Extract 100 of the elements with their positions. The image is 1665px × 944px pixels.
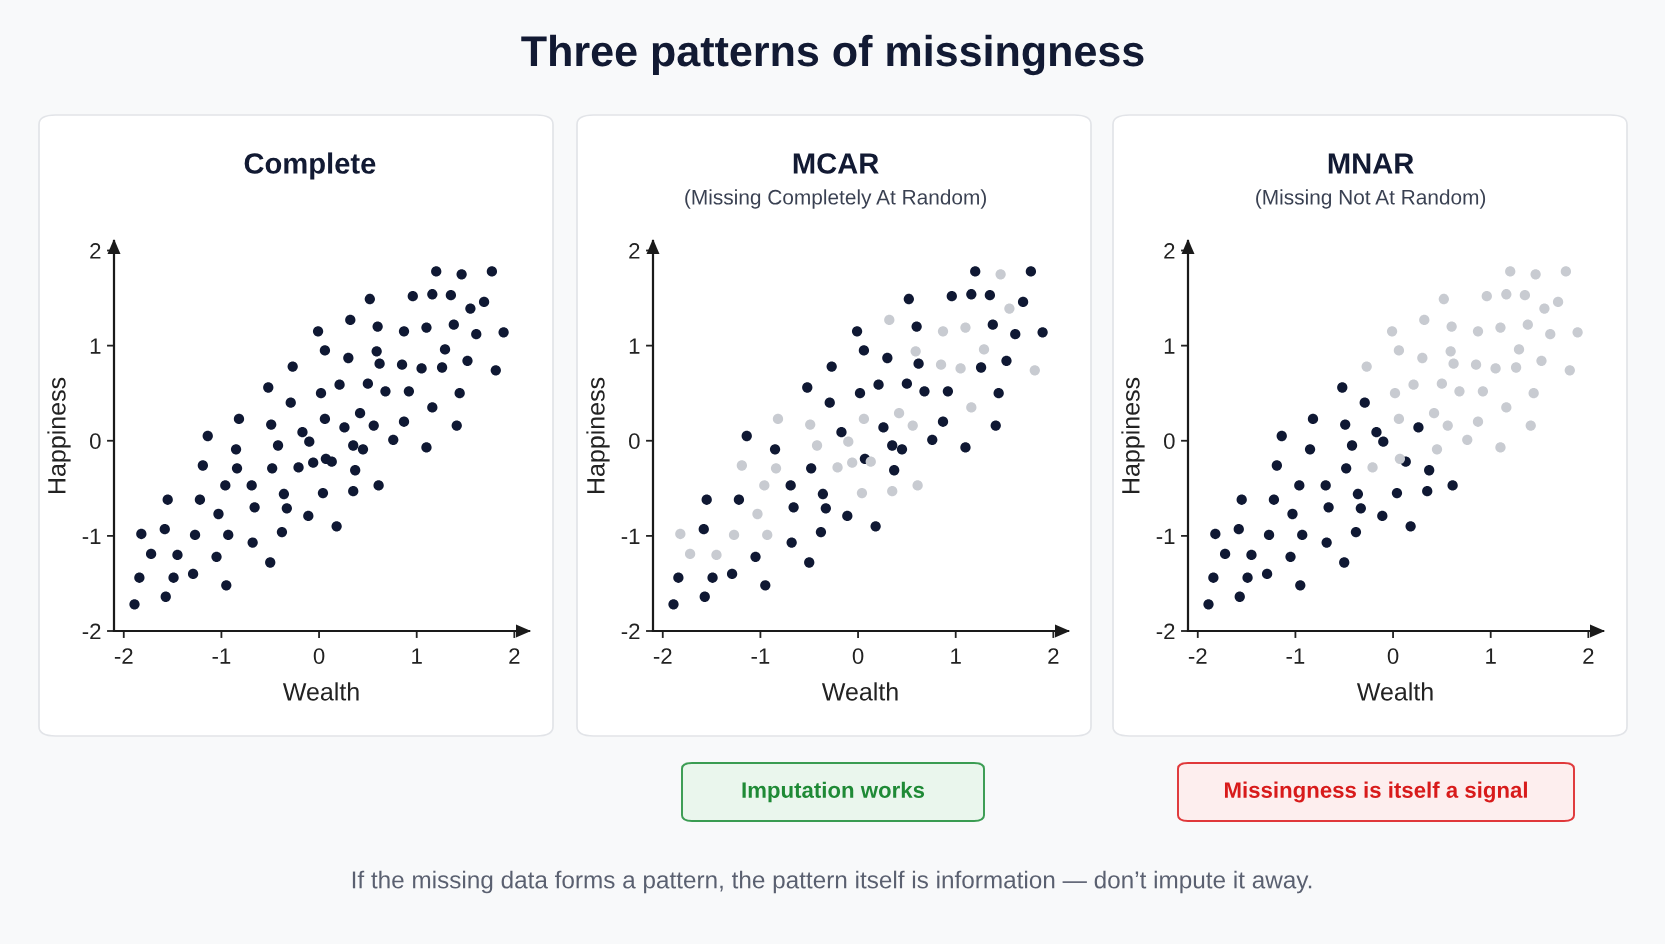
point <box>887 440 898 451</box>
point <box>1519 290 1531 301</box>
point <box>817 488 829 500</box>
point <box>960 442 971 453</box>
point <box>990 420 1001 431</box>
point <box>901 378 913 389</box>
point <box>750 551 761 562</box>
y-tick-label: -2 <box>82 623 101 640</box>
text: Missingness is itself a signal <box>1224 781 1527 803</box>
point <box>788 502 799 513</box>
point <box>1352 488 1364 500</box>
point <box>858 345 870 356</box>
point <box>942 386 954 397</box>
point <box>736 460 748 471</box>
point <box>1234 591 1245 602</box>
point <box>1417 352 1428 364</box>
point <box>1346 440 1358 451</box>
point <box>1495 442 1506 453</box>
point <box>1394 453 1406 464</box>
y-tick-label: 2 <box>90 243 101 259</box>
point <box>955 363 966 374</box>
point <box>1323 502 1334 513</box>
point <box>873 379 884 390</box>
point <box>752 508 763 520</box>
chart-subtitle: (Missing Completely At Random) <box>685 189 986 209</box>
point <box>668 599 679 610</box>
y-tick-label: -1 <box>1156 528 1175 544</box>
point <box>770 463 782 474</box>
point <box>1210 528 1221 540</box>
point <box>1242 572 1253 583</box>
y-tick-label: 0 <box>629 433 640 450</box>
point <box>851 326 863 337</box>
point <box>1428 408 1440 419</box>
point <box>1442 420 1453 431</box>
point <box>1037 327 1048 338</box>
point <box>786 537 797 548</box>
point <box>1004 303 1015 314</box>
point <box>1337 382 1348 393</box>
point <box>698 524 709 535</box>
point <box>1505 266 1516 277</box>
x-tick-label: -2 <box>1188 648 1207 664</box>
x-tick-label: 1 <box>1486 648 1496 664</box>
y-tick-label: 0 <box>1164 433 1175 450</box>
point <box>907 420 918 431</box>
point <box>760 580 771 591</box>
point <box>811 440 823 451</box>
point <box>1219 548 1231 560</box>
point <box>772 413 784 425</box>
point <box>832 462 843 473</box>
x-tick-label: 2 <box>509 648 520 664</box>
point <box>1419 314 1430 326</box>
point <box>847 457 858 468</box>
point <box>1438 293 1449 305</box>
point <box>1361 361 1372 372</box>
point <box>675 528 686 540</box>
point <box>1472 326 1484 337</box>
point <box>1339 557 1350 568</box>
point <box>699 591 710 602</box>
point <box>1287 508 1298 520</box>
point <box>1393 345 1405 356</box>
point <box>1341 463 1352 474</box>
point <box>1481 291 1492 302</box>
point <box>805 419 816 430</box>
point <box>826 361 837 372</box>
y-tick-label: 2 <box>1164 243 1175 259</box>
y-tick-label: -1 <box>621 528 640 544</box>
point <box>910 346 921 357</box>
y-axis-title: Happiness <box>47 377 71 494</box>
point <box>726 568 738 580</box>
point <box>1386 326 1398 337</box>
point <box>824 397 835 408</box>
point <box>1001 355 1012 366</box>
point <box>1528 388 1539 399</box>
point <box>858 413 870 425</box>
point <box>1408 379 1419 390</box>
point <box>865 456 876 467</box>
point <box>854 388 866 399</box>
point <box>1413 422 1424 433</box>
point <box>1340 419 1351 430</box>
point <box>937 326 949 337</box>
y-tick-label: 2 <box>629 243 640 259</box>
point <box>684 548 696 560</box>
point <box>815 526 827 538</box>
point <box>1321 537 1332 548</box>
point <box>889 465 900 476</box>
point <box>1029 365 1040 376</box>
point <box>966 289 977 300</box>
point <box>1304 444 1316 455</box>
point <box>1564 365 1575 376</box>
point <box>1495 322 1506 333</box>
point <box>1422 486 1433 497</box>
point <box>927 434 938 445</box>
point <box>1405 521 1416 532</box>
point <box>882 352 893 364</box>
point <box>1263 529 1275 541</box>
chart-title: MCAR <box>793 153 879 174</box>
point <box>806 463 817 474</box>
point <box>1320 480 1331 491</box>
x-tick-label: 0 <box>1387 648 1399 664</box>
point <box>1350 526 1362 538</box>
